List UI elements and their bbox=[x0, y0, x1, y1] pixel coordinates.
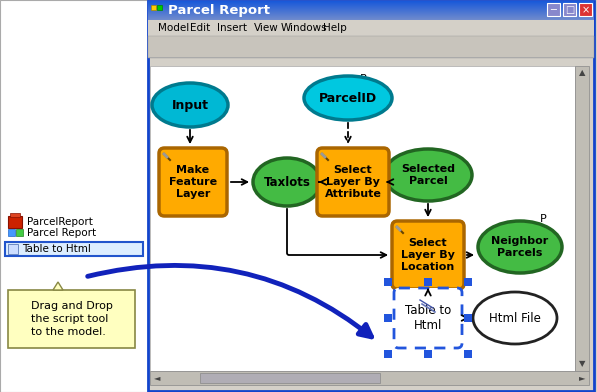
Ellipse shape bbox=[473, 292, 557, 344]
Bar bbox=[16, 229, 23, 236]
Bar bbox=[148, 13, 594, 14]
Text: Drag and Drop
the script tool
to the model.: Drag and Drop the script tool to the mod… bbox=[30, 301, 112, 337]
Polygon shape bbox=[53, 282, 63, 290]
Text: P: P bbox=[359, 74, 367, 84]
Bar bbox=[8, 229, 15, 236]
Ellipse shape bbox=[384, 149, 472, 201]
Ellipse shape bbox=[253, 158, 321, 206]
Text: Model: Model bbox=[158, 23, 189, 33]
Bar bbox=[148, 17, 594, 18]
Bar bbox=[8, 216, 22, 228]
Text: Make
Feature
Layer: Make Feature Layer bbox=[169, 165, 217, 199]
Bar bbox=[200, 373, 380, 383]
Bar bbox=[151, 5, 156, 10]
Text: Parcel Report: Parcel Report bbox=[168, 4, 270, 17]
Text: ►: ► bbox=[578, 374, 585, 383]
Text: Table to Html: Table to Html bbox=[22, 244, 91, 254]
Bar bbox=[10, 213, 20, 217]
Text: Help: Help bbox=[323, 23, 347, 33]
Text: ▲: ▲ bbox=[578, 69, 585, 78]
Bar bbox=[148, 7, 594, 8]
Text: □: □ bbox=[565, 5, 574, 15]
Bar bbox=[148, 10, 594, 11]
Bar bbox=[148, 9, 594, 10]
Bar bbox=[424, 278, 432, 286]
Text: ─: ─ bbox=[550, 5, 556, 15]
Bar bbox=[148, 12, 594, 13]
Bar bbox=[148, 57, 594, 58]
Bar bbox=[148, 16, 594, 17]
FancyBboxPatch shape bbox=[317, 148, 389, 216]
Bar bbox=[384, 314, 392, 322]
Bar bbox=[148, 4, 594, 5]
Bar bbox=[148, 1, 594, 391]
Bar bbox=[464, 314, 472, 322]
Text: Edit: Edit bbox=[190, 23, 210, 33]
Text: ParcelReport: ParcelReport bbox=[27, 217, 93, 227]
Bar bbox=[148, 3, 594, 4]
Text: Input: Input bbox=[171, 98, 208, 111]
Bar bbox=[148, 19, 594, 20]
Bar bbox=[148, 2, 594, 3]
Bar bbox=[148, 11, 594, 12]
Bar bbox=[148, 14, 594, 15]
Text: P: P bbox=[540, 214, 546, 224]
Text: Select
Layer By
Location: Select Layer By Location bbox=[401, 238, 455, 272]
Text: Windows: Windows bbox=[281, 23, 327, 33]
Bar bbox=[384, 350, 392, 358]
Bar bbox=[547, 3, 560, 16]
FancyBboxPatch shape bbox=[159, 148, 227, 216]
Bar bbox=[148, 18, 594, 19]
Text: Html File: Html File bbox=[489, 312, 541, 325]
Text: Table to
Html: Table to Html bbox=[405, 304, 451, 332]
Bar bbox=[148, 6, 594, 7]
Bar bbox=[464, 278, 472, 286]
Text: Parcel Report: Parcel Report bbox=[27, 228, 96, 238]
Text: Selected
Parcel: Selected Parcel bbox=[401, 164, 455, 186]
Bar bbox=[5, 242, 143, 256]
Bar bbox=[150, 371, 589, 385]
Bar bbox=[563, 3, 576, 16]
Bar bbox=[464, 350, 472, 358]
Text: ×: × bbox=[581, 5, 590, 15]
Ellipse shape bbox=[478, 221, 562, 273]
Bar bbox=[424, 350, 432, 358]
FancyBboxPatch shape bbox=[8, 290, 135, 348]
Bar bbox=[157, 5, 162, 10]
Bar bbox=[148, 15, 594, 16]
Bar bbox=[148, 20, 594, 36]
Ellipse shape bbox=[304, 76, 392, 120]
Text: Neighbor
Parcels: Neighbor Parcels bbox=[491, 236, 549, 258]
Bar bbox=[579, 3, 592, 16]
Text: Taxlots: Taxlots bbox=[263, 176, 310, 189]
FancyBboxPatch shape bbox=[392, 221, 464, 289]
Bar bbox=[575, 66, 589, 371]
Text: View: View bbox=[254, 23, 279, 33]
Text: ParcelID: ParcelID bbox=[319, 91, 377, 105]
Bar bbox=[148, 8, 594, 9]
FancyBboxPatch shape bbox=[394, 288, 462, 348]
Bar bbox=[150, 66, 575, 371]
Bar bbox=[384, 278, 392, 286]
Text: Select
Layer By
Attribute: Select Layer By Attribute bbox=[325, 165, 381, 199]
Ellipse shape bbox=[152, 83, 228, 127]
Bar bbox=[0, 0, 148, 392]
Bar bbox=[148, 5, 594, 6]
Bar bbox=[8, 244, 18, 254]
Text: Insert: Insert bbox=[217, 23, 247, 33]
FancyArrowPatch shape bbox=[88, 265, 371, 337]
Text: ▼: ▼ bbox=[578, 359, 585, 368]
Text: ◄: ◄ bbox=[154, 374, 160, 383]
Bar bbox=[148, 36, 594, 58]
Bar bbox=[148, 1, 594, 2]
